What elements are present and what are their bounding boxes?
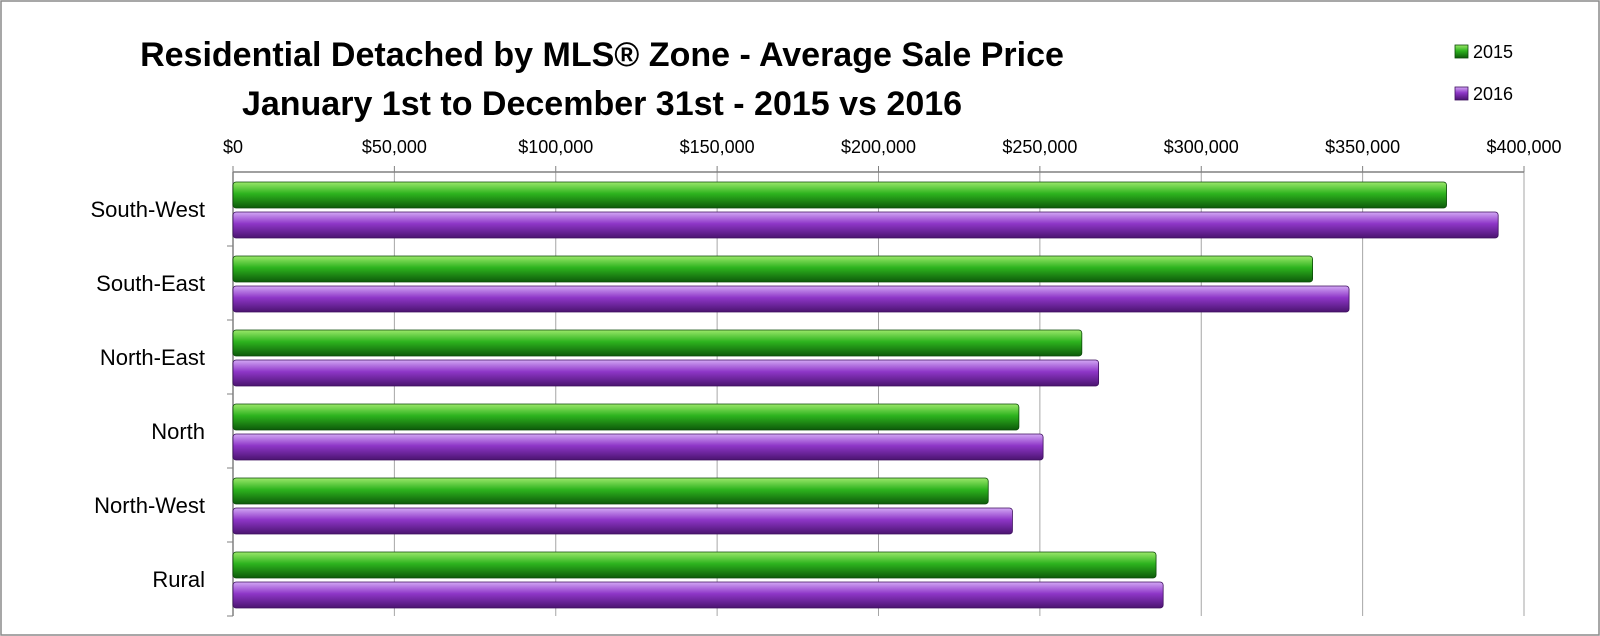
- x-tick-label: $50,000: [362, 137, 427, 157]
- legend-swatch-2015: [1454, 44, 1469, 59]
- category-label: South-West: [90, 197, 205, 222]
- bars: [232, 181, 1499, 609]
- x-tick-label: $200,000: [841, 137, 916, 157]
- legend-label: 2016: [1473, 84, 1513, 104]
- x-tick-label: $400,000: [1486, 137, 1561, 157]
- bar-south-west-2015: [232, 181, 1447, 209]
- legend: 2015 2016: [1454, 42, 1513, 104]
- bar-south-east-2015: [232, 255, 1313, 283]
- bar-north-2016: [232, 433, 1044, 461]
- bar-rural-2016: [232, 581, 1164, 609]
- bar-north-east-2016: [232, 359, 1100, 387]
- x-tick-label: $350,000: [1325, 137, 1400, 157]
- bar-south-east-2016: [232, 285, 1350, 313]
- bar-north-west-2016: [232, 507, 1013, 535]
- bar-rural-2015: [232, 551, 1157, 579]
- bar-north-east-2015: [232, 329, 1083, 357]
- category-label: North-West: [94, 493, 205, 518]
- x-tick-label: $0: [223, 137, 243, 157]
- legend-label: 2015: [1473, 42, 1513, 62]
- category-label: Rural: [152, 567, 205, 592]
- bar-north-west-2015: [232, 477, 989, 505]
- x-tick-label: $100,000: [518, 137, 593, 157]
- x-tick-label: $150,000: [680, 137, 755, 157]
- legend-swatch-2016: [1454, 86, 1469, 101]
- bar-north-2015: [232, 403, 1020, 431]
- category-label: North-East: [100, 345, 205, 370]
- chart-title: Residential Detached by MLS® Zone - Aver…: [140, 36, 1064, 74]
- x-tick-label: $300,000: [1164, 137, 1239, 157]
- category-label: South-East: [96, 271, 205, 296]
- gridlines: [227, 166, 1525, 617]
- bar-south-west-2016: [232, 211, 1499, 239]
- category-label: North: [151, 419, 205, 444]
- category-labels: South-West South-East North-East North North…: [90, 197, 205, 592]
- chart-subtitle: January 1st to December 31st - 2015 vs 2…: [242, 85, 962, 123]
- x-axis-ticks: $0 $50,000 $100,000 $150,000 $200,000 $250,00…: [223, 137, 1562, 157]
- x-tick-label: $250,000: [1002, 137, 1077, 157]
